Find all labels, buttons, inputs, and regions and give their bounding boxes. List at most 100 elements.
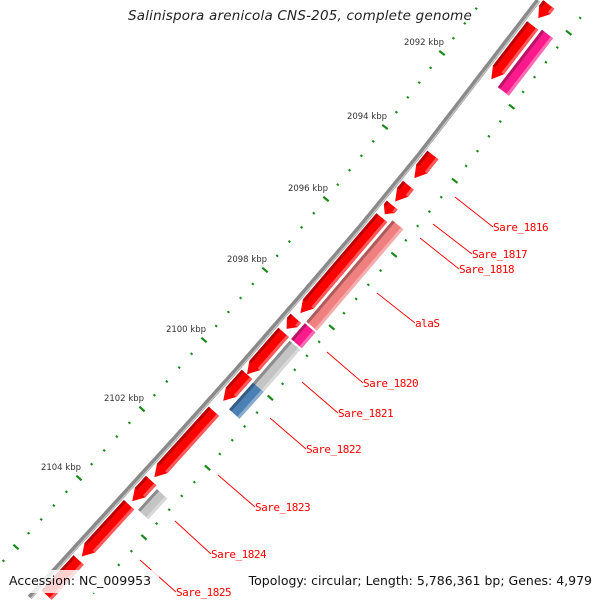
minor-tick <box>342 311 346 315</box>
major-tick <box>140 534 148 541</box>
gene-feature-shadow <box>84 500 127 546</box>
gene-feature-shadow <box>497 29 545 89</box>
minor-tick <box>64 490 68 494</box>
minor-tick <box>312 211 316 215</box>
minor-tick <box>474 7 478 11</box>
minor-tick <box>487 134 491 138</box>
major-tick <box>565 29 573 36</box>
gene-feature <box>253 340 301 392</box>
minor-tick <box>190 352 194 356</box>
gene-feature-highlight <box>405 187 414 197</box>
major-tick <box>204 464 211 471</box>
gene-feature-highlight <box>299 330 316 349</box>
minor-tick <box>127 421 131 425</box>
tick-label: 2092 kbp <box>404 38 444 48</box>
gene-label-leader <box>454 196 494 228</box>
gene-feature-shadow <box>253 340 292 385</box>
gene-label-leader <box>301 381 339 414</box>
gene-feature-shadow <box>383 200 389 207</box>
minor-tick <box>404 238 408 242</box>
minor-tick <box>416 224 420 228</box>
minor-tick <box>293 368 297 372</box>
gene-feature <box>132 475 157 502</box>
minor-tick <box>243 424 247 428</box>
minor-tick <box>532 75 537 79</box>
minor-tick <box>214 324 218 328</box>
gene-feature <box>414 150 439 179</box>
minor-tick <box>152 393 156 397</box>
minor-tick <box>180 494 184 498</box>
gene-feature-highlight <box>295 321 302 328</box>
gene-feature <box>291 323 316 349</box>
major-tick <box>390 251 398 258</box>
gene-feature <box>497 29 553 96</box>
minor-tick <box>192 480 196 484</box>
minor-tick <box>354 297 358 301</box>
gene-feature <box>300 213 388 314</box>
minor-tick <box>177 366 181 370</box>
gene-feature-shadow <box>302 213 379 302</box>
minor-tick <box>275 254 279 258</box>
gene-feature-highlight <box>257 335 289 371</box>
minor-tick <box>1 559 5 563</box>
gene-feature-highlight <box>311 220 388 309</box>
gene-label: Sare_1824 <box>211 548 267 561</box>
gene-feature <box>491 21 539 80</box>
gene-feature-highlight <box>261 347 301 392</box>
gene-feature-shadow <box>286 313 293 320</box>
major-tick <box>508 103 516 110</box>
gene-feature-shadow <box>225 369 244 390</box>
gene-feature-highlight <box>237 389 264 419</box>
gene-feature-shadow <box>492 21 530 68</box>
gene-feature-highlight <box>547 6 555 15</box>
minor-tick <box>417 81 421 85</box>
minor-tick <box>359 154 363 158</box>
gene-feature <box>223 369 253 401</box>
gene-feature-shadow <box>138 489 160 512</box>
tick-label: 2098 kbp <box>227 255 267 265</box>
gene-label-leader <box>376 292 416 324</box>
minor-tick <box>115 435 119 439</box>
gene-feature-shadow <box>157 406 211 466</box>
gene-feature-shadow <box>249 327 281 363</box>
minor-tick <box>239 296 243 300</box>
minor-tick <box>155 521 159 526</box>
minor-tick <box>406 95 410 99</box>
gene-label-leader <box>217 474 256 508</box>
gene-feature-highlight <box>506 36 553 96</box>
gene-feature-highlight <box>424 157 439 174</box>
minor-tick <box>451 36 455 40</box>
tick-label: 2104 kbp <box>41 463 81 473</box>
gene-feature <box>81 500 135 557</box>
tick-label: 2094 kbp <box>347 112 387 122</box>
minor-tick <box>27 531 31 535</box>
minor-tick <box>230 438 234 442</box>
major-tick <box>328 324 336 331</box>
major-tick <box>451 177 459 184</box>
minor-tick <box>255 411 259 415</box>
gene-feature-highlight <box>233 377 253 397</box>
minor-tick <box>498 119 502 124</box>
gene-feature-highlight <box>165 413 220 474</box>
gene-label: Sare_1821 <box>338 407 393 420</box>
minor-tick <box>348 168 352 172</box>
minor-tick <box>521 90 525 94</box>
major-tick <box>261 266 269 274</box>
minor-tick <box>429 66 433 70</box>
gene-feature <box>247 327 289 375</box>
gene-label-leader <box>432 223 473 255</box>
gene-feature-highlight <box>501 28 539 75</box>
gene-label: alaS <box>415 317 440 330</box>
minor-tick <box>464 164 468 168</box>
major-tick <box>200 336 208 344</box>
gene-feature <box>306 220 404 331</box>
major-tick <box>138 405 146 413</box>
gene-feature-shadow <box>134 475 149 490</box>
genome-backbone-highlight <box>30 0 540 599</box>
minor-tick <box>300 225 304 229</box>
gene-feature-shadow <box>229 382 256 412</box>
gene-feature-shadow <box>397 180 406 190</box>
gene-label: Sare_1822 <box>306 443 361 456</box>
major-tick <box>12 543 20 551</box>
